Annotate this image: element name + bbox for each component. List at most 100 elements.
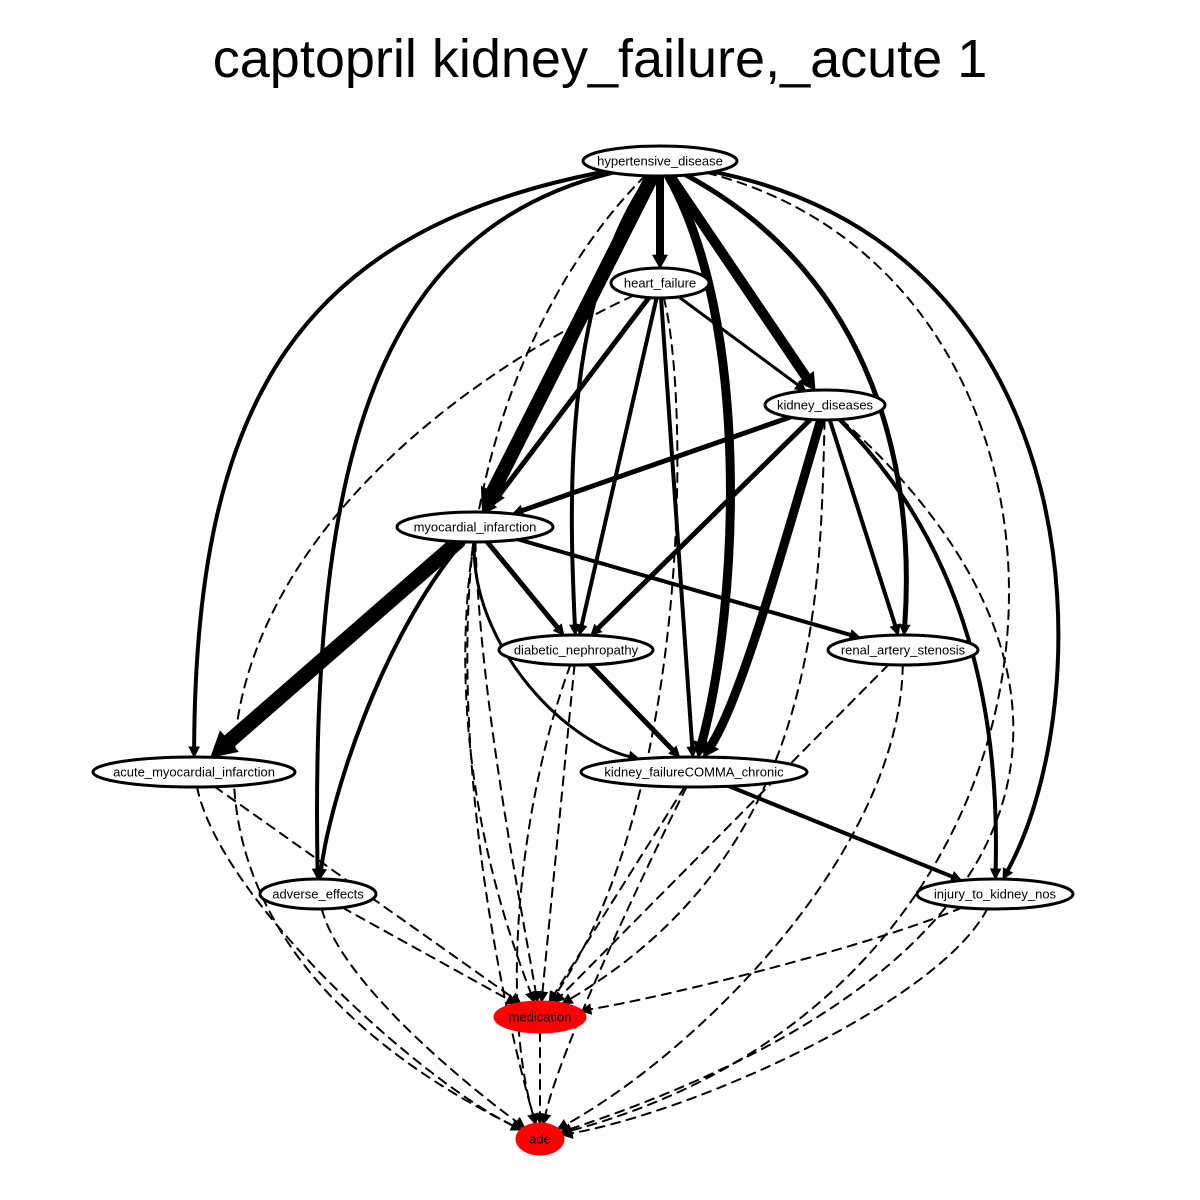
node-ellipse [515, 1122, 565, 1156]
edge-arrowhead [534, 1113, 546, 1126]
edge-line [683, 172, 909, 628]
node-ellipse [609, 266, 711, 300]
node-label: ade [529, 1132, 551, 1147]
node-label: diabetic_nephropathy [514, 643, 639, 658]
edge-line [341, 906, 510, 1001]
edge-diabetic_nephropathy-to-medication [536, 663, 576, 1004]
edge-line [579, 295, 659, 628]
edge-arrowhead [899, 624, 911, 637]
edge-arrowhead [651, 254, 669, 270]
edge-kidney_diseases-to-renal_artery_stenosis [827, 417, 901, 637]
edge-arrowhead [797, 371, 816, 392]
node-ellipse [395, 510, 555, 544]
node-diabetic_nephropathy[interactable]: diabetic_nephropathy [497, 633, 655, 667]
edge-hypertensive_disease-to-heart_failure [651, 172, 669, 270]
edge-kidney_failure_chronic-to-ade [539, 785, 688, 1126]
node-label: kidney_failureCOMMA_chronic [604, 765, 784, 780]
edge-diabetic_nephropathy-to-ade [515, 663, 572, 1126]
edge-heart_failure-to-kidney_failure_chronic [659, 295, 699, 759]
edge-line [560, 663, 890, 997]
edge-line [554, 296, 679, 996]
edge-line [727, 784, 955, 879]
node-ellipse [497, 633, 655, 667]
edge-line [192, 169, 608, 749]
edge-line [489, 295, 652, 507]
edge-myocardial_infarction-to-renal_artery_stenosis [516, 537, 862, 641]
node-myocardial_infarction[interactable]: myocardial_infarction [395, 510, 555, 544]
node-ellipse [579, 755, 809, 789]
edge-kidney_failure_chronic-to-medication [548, 785, 686, 1004]
edge-kidney_failure_chronic-to-injury_to_kidney_nos [727, 784, 963, 882]
edge-kidney_diseases-to-diabetic_nephropathy [590, 417, 813, 637]
edge-arrowhead [576, 623, 588, 637]
edge-heart_failure-to-diabetic_nephropathy [576, 295, 659, 637]
node-ellipse [763, 388, 887, 422]
edge-arrowhead [210, 730, 239, 758]
edge-kidney_diseases-to-myocardial_infarction [511, 414, 793, 516]
node-label: renal_artery_stenosis [841, 643, 966, 658]
node-injury_to_kidney_nos[interactable]: injury_to_kidney_nos [915, 877, 1075, 911]
node-hypertensive_disease[interactable]: hypertensive_disease [581, 144, 739, 178]
node-kidney_failure_chronic[interactable]: kidney_failureCOMMA_chronic [579, 755, 809, 789]
edge-line [663, 171, 735, 748]
edge-line [544, 785, 688, 1116]
edge-hypertensive_disease-to-injury_to_kidney_nos [711, 169, 1061, 881]
edge-kidney_diseases-to-injury_to_kidney_nos [837, 417, 1002, 881]
edge-line [569, 173, 652, 628]
edge-heart_failure-to-ade [232, 294, 635, 1131]
node-ellipse [91, 755, 297, 789]
edge-line [568, 418, 1015, 1131]
nodes-layer: hypertensive_disease heart_failure kidney_… [91, 144, 1075, 1156]
edge-line [565, 664, 904, 1126]
edge-arrowhead [579, 1003, 593, 1015]
edge-line [320, 907, 518, 1123]
edge-injury_to_kidney_nos-to-ade [561, 907, 989, 1139]
edge-arrowhead [702, 739, 720, 758]
edge-line [221, 534, 466, 749]
node-label: medication [509, 1010, 572, 1025]
edge-line [519, 414, 793, 514]
node-adverse_effects[interactable]: adverse_effects [258, 877, 378, 911]
node-medication[interactable]: medication [493, 1000, 587, 1034]
node-label: myocardial_infarction [414, 520, 537, 535]
edge-myocardial_infarction-to-adverse_effects [315, 539, 465, 881]
edge-line [485, 168, 660, 500]
edge-renal_artery_stenosis-to-medication [553, 663, 890, 1004]
edge-arrowhead [561, 1127, 574, 1139]
edge-arrowhead [188, 746, 200, 759]
edge-arrowhead [315, 867, 328, 881]
edge-line [677, 295, 800, 387]
node-ellipse [581, 144, 739, 178]
edge-heart_failure-to-myocardial_infarction [485, 295, 652, 514]
edge-myocardial_infarction-to-acute_myocardial_infarction [210, 534, 466, 758]
edge-line [706, 415, 826, 750]
node-ellipse [493, 1000, 587, 1034]
edge-hypertensive_disease-to-myocardial_infarction [480, 168, 660, 513]
edge-arrowhead [668, 745, 681, 758]
edge-line [516, 537, 853, 637]
edge-arrowhead [556, 1119, 570, 1130]
edge-hypertensive_disease-to-kidney_diseases [665, 170, 816, 392]
edge-line [466, 540, 534, 1116]
node-renal_artery_stenosis[interactable]: renal_artery_stenosis [826, 633, 980, 667]
node-ade[interactable]: ade [515, 1122, 565, 1156]
node-heart_failure[interactable]: heart_failure [609, 266, 711, 300]
edge-arrowhead [548, 990, 560, 1004]
edge-arrowhead [686, 746, 699, 759]
edge-kidney_diseases-to-kidney_failure_chronic [702, 415, 826, 758]
edge-line [837, 417, 998, 872]
edge-line [827, 417, 898, 628]
edge-hypertensive_disease-to-renal_artery_stenosis [683, 172, 911, 637]
edge-arrowhead [989, 868, 1002, 881]
edge-kidney_diseases-to-medication [560, 419, 826, 1005]
edge-acute_myocardial_infarction-to-ade [196, 785, 523, 1131]
edge-line [232, 294, 635, 1127]
node-acute_myocardial_infarction[interactable]: acute_myocardial_infarction [91, 755, 297, 789]
edge-arrowhead [1002, 867, 1014, 881]
node-label: adverse_effects [272, 887, 364, 902]
edge-line [711, 169, 1061, 873]
edge-line [569, 419, 826, 1000]
node-kidney_diseases[interactable]: kidney_diseases [763, 388, 887, 422]
edge-line [319, 539, 465, 872]
